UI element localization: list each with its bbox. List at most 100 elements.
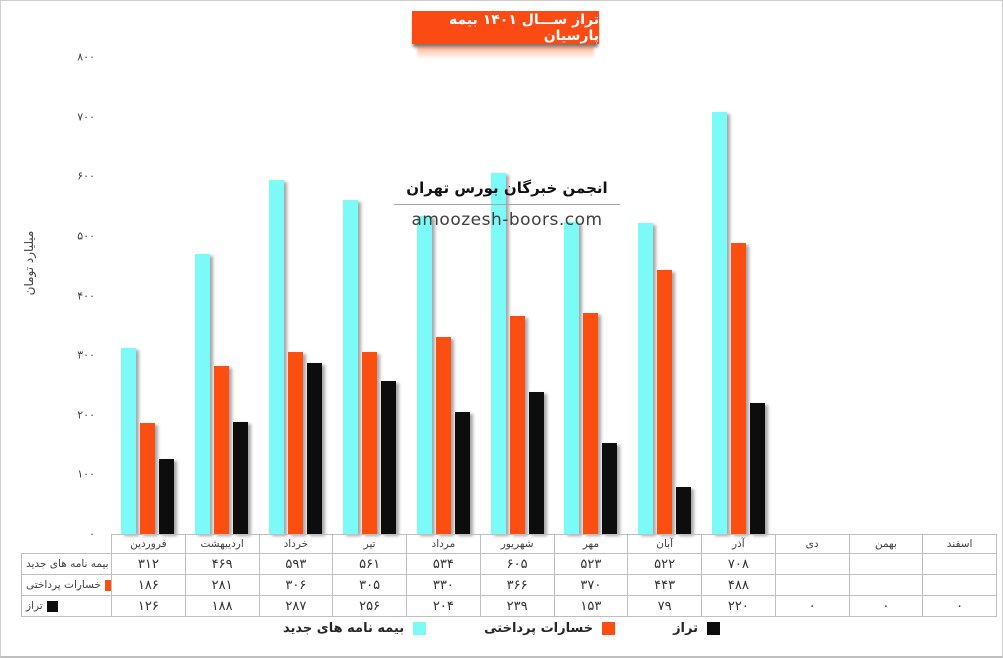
legend-label: خسارات پرداختی: [484, 621, 594, 636]
y-tick-label: ۲۰۰: [77, 408, 95, 422]
bar-group-9: [702, 57, 776, 534]
month-header: دی: [774, 534, 850, 554]
bar-group-4: [332, 57, 406, 534]
legend: بیمه نامه های جدید خسارات پرداختی تراز: [1, 621, 1002, 636]
series-label-cell: بیمه نامه های جدید: [21, 553, 112, 575]
value-cell: ۵۳۴: [406, 553, 481, 575]
bar-group-12: [923, 57, 997, 534]
value-cell: ۲۲۰: [701, 595, 776, 617]
legend-color-swatch: [707, 622, 720, 635]
y-tick-label: ۷۰۰: [77, 110, 95, 124]
series-label: بیمه نامه های جدید: [26, 558, 109, 570]
value-cell: ۳۶۶: [479, 574, 555, 596]
value-cell: [848, 574, 924, 596]
bar: [731, 243, 747, 534]
bar: [454, 412, 470, 534]
bar: [490, 173, 506, 534]
bar: [750, 402, 766, 534]
bar: [602, 442, 618, 534]
month-header: خرداد: [258, 534, 334, 554]
bar-group-11: [849, 57, 923, 534]
series-color-swatch: [105, 579, 111, 591]
watermark-org-name: انجمن خبرگان بورس تهران: [406, 179, 608, 197]
bar: [509, 315, 525, 534]
bar: [657, 269, 673, 534]
series-label: تراز: [26, 600, 43, 612]
chart-title-box: تراز ســـال ۱۴۰۱ بیمه پارسیان: [412, 11, 599, 44]
value-cell: ۵۲۳: [553, 553, 629, 575]
bar-group-5: [406, 57, 480, 534]
bar-group-1: [111, 57, 185, 534]
y-tick-label: ۰: [89, 527, 95, 541]
month-header: آبان: [627, 534, 702, 554]
value-cell: [774, 553, 850, 575]
value-cell: ۲۰۴: [406, 595, 481, 617]
value-cell: ۴۸۸: [701, 574, 776, 596]
bar: [159, 458, 175, 534]
y-axis: ۸۰۰ ۷۰۰ ۶۰۰ ۵۰۰ ۴۰۰ ۳۰۰ ۲۰۰ ۱۰۰ ۰: [53, 51, 95, 541]
y-tick-label: ۶۰۰: [77, 169, 95, 183]
bar: [140, 423, 156, 534]
value-cell: ۲۵۶: [332, 595, 407, 617]
value-cell: ۲۳۹: [479, 595, 555, 617]
value-cell: ۳۰۵: [332, 574, 407, 596]
value-cell: ۰: [848, 595, 924, 617]
legend-color-swatch: [602, 622, 616, 635]
series-color-swatch: [46, 600, 58, 612]
bar: [195, 254, 211, 534]
y-tick-label: ۳۰۰: [77, 348, 95, 362]
month-header: شهریور: [479, 534, 555, 554]
value-cell: ۳۳۰: [406, 574, 481, 596]
value-cell: [848, 553, 924, 575]
series-label-cell: خسارات پرداختی: [21, 574, 112, 596]
bar: [214, 366, 230, 534]
legend-label: تراز: [673, 621, 698, 636]
value-cell: ۰: [922, 595, 997, 617]
series-label-cell: تراز: [21, 595, 112, 617]
watermark: انجمن خبرگان بورس تهران amoozesh-boors.c…: [392, 179, 622, 230]
bar: [233, 421, 249, 534]
y-tick-label: ۸۰۰: [77, 50, 95, 64]
bar: [342, 199, 358, 534]
y-axis-title: میلیارد تومان: [22, 230, 36, 296]
bar-group-7: [554, 57, 628, 534]
value-cell: ۷۹: [627, 595, 702, 617]
bar: [361, 352, 377, 534]
value-cell: ۴۶۹: [184, 553, 260, 575]
value-cell: ۷۰۸: [701, 553, 776, 575]
month-header: فروردین: [111, 534, 186, 554]
bar: [528, 391, 544, 534]
bar-group-2: [185, 57, 259, 534]
value-cell: ۳۷۰: [553, 574, 629, 596]
bar: [269, 180, 285, 534]
value-cell: [922, 553, 997, 575]
month-header: اسفند: [922, 534, 997, 554]
series-label: خسارات پرداختی: [26, 579, 101, 591]
value-cell: [922, 574, 997, 596]
value-cell: ۱۸۸: [184, 595, 260, 617]
value-cell: ۲۸۷: [258, 595, 334, 617]
plot-area: [111, 57, 997, 534]
chart-title: تراز ســـال ۱۴۰۱ بیمه پارسیان: [448, 11, 599, 44]
month-header: اردیبهشت: [184, 534, 260, 554]
title-reflection: [417, 46, 594, 59]
y-tick-label: ۴۰۰: [77, 289, 95, 302]
value-cell: [774, 574, 850, 596]
bar: [435, 337, 451, 534]
bar: [288, 351, 304, 534]
legend-item: بیمه نامه های جدید: [283, 621, 427, 636]
table-row: بیمه نامه های جدید ۳۱۲ ۴۶۹ ۵۹۳ ۵۶۱ ۵۳۴ ۶۰۵ ۵۲۳ ۵…: [21, 553, 997, 575]
value-cell: ۳۱۲: [111, 553, 186, 575]
bar-group-6: [480, 57, 554, 534]
legend-label: بیمه نامه های جدید: [283, 621, 405, 636]
value-cell: ۵۲۲: [627, 553, 702, 575]
bar: [121, 347, 137, 534]
watermark-url: amoozesh-boors.com: [411, 210, 603, 230]
bar: [380, 381, 396, 534]
value-cell: ۶۰۵: [479, 553, 555, 575]
legend-item: خسارات پرداختی: [484, 621, 616, 636]
value-cell: ۱۵۳: [553, 595, 629, 617]
value-cell: ۲۸۱: [184, 574, 260, 596]
bar-group-8: [628, 57, 702, 534]
month-header: آذر: [701, 534, 776, 554]
